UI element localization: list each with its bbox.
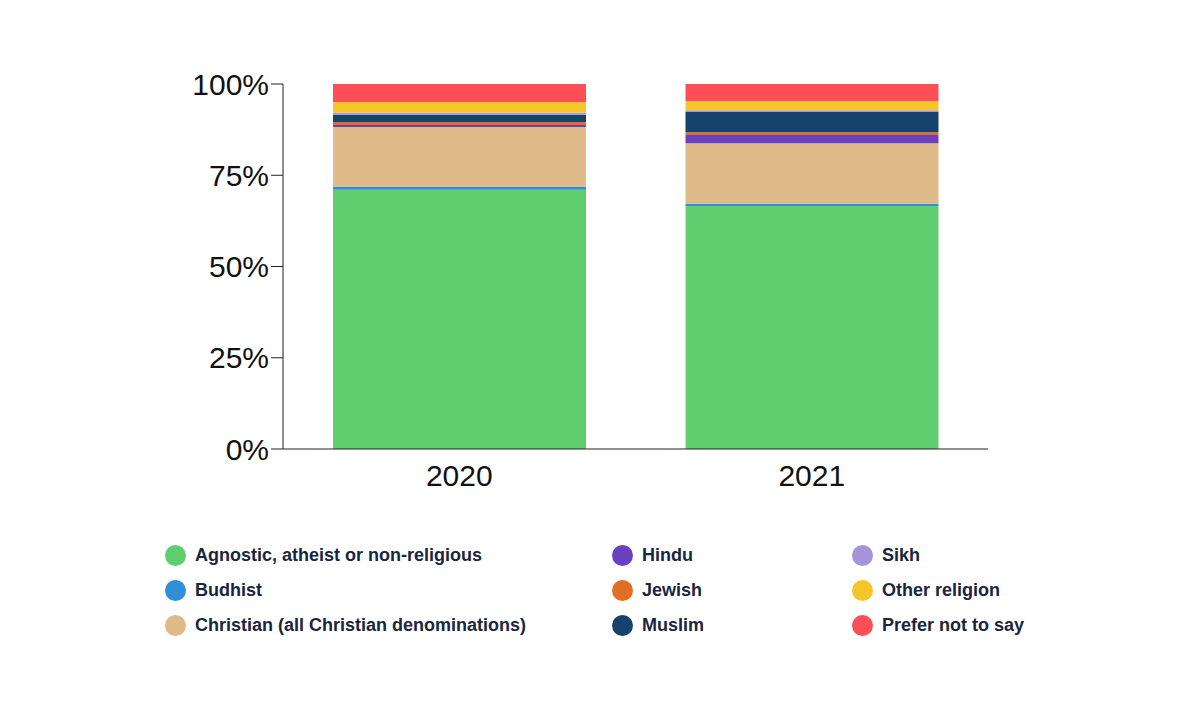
svg-text:100%: 100% xyxy=(192,68,269,101)
html-text:Prefer not to say: Prefer not to say xyxy=(882,615,1024,635)
svg-text:50%: 50% xyxy=(209,250,269,283)
html-text:Budhist: Budhist xyxy=(195,580,262,600)
svg-text:75%: 75% xyxy=(209,159,269,192)
svg-text:0%: 0% xyxy=(226,433,269,466)
html-text:Other religion: Other religion xyxy=(882,580,1000,600)
html-text:Christian (all Christian denom: Christian (all Christian denominations) xyxy=(195,615,526,635)
svg-text:2020: 2020 xyxy=(426,459,493,492)
html-text:Sikh: Sikh xyxy=(882,545,920,565)
html-text:Jewish: Jewish xyxy=(642,580,702,600)
html-text:Hindu: Hindu xyxy=(642,545,693,565)
svg-text:2021: 2021 xyxy=(778,459,845,492)
html-text:Muslim: Muslim xyxy=(642,615,704,635)
html-text:Agnostic, atheist or non-relig: Agnostic, atheist or non-religious xyxy=(195,545,482,565)
svg-text:25%: 25% xyxy=(209,341,269,374)
